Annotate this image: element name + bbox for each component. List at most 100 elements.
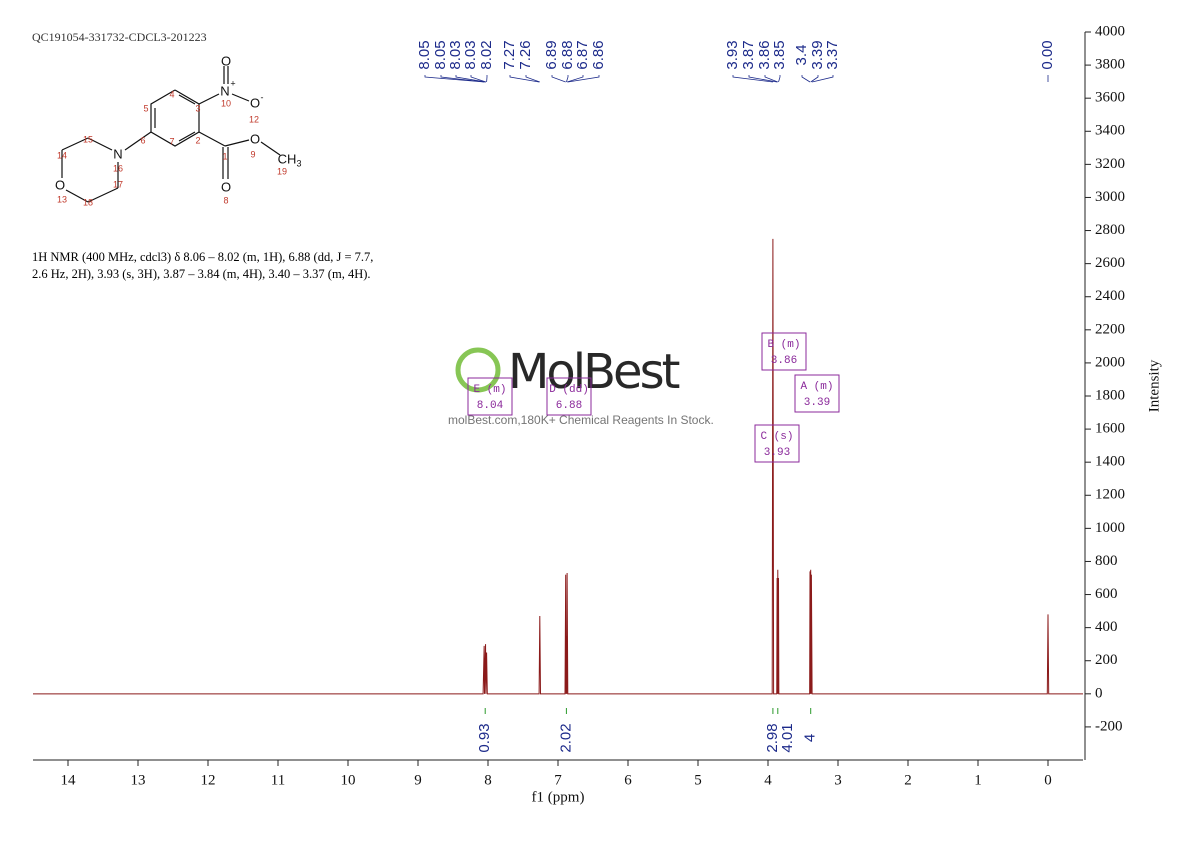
y-tick-label: 1400 <box>1095 454 1125 470</box>
atom-number: 5 <box>143 103 148 113</box>
atom-number: 17 <box>113 179 123 189</box>
bond <box>87 187 119 203</box>
peak-label: 6.88 <box>559 40 576 69</box>
peak-label: 8.03 <box>447 40 464 69</box>
peak-connector <box>470 75 487 83</box>
multiplet-label: C (s) <box>760 431 793 443</box>
atom-number: 12 <box>249 114 259 124</box>
atom-label: 3 <box>296 158 301 168</box>
x-axis-label: f1 (ppm) <box>532 789 585 805</box>
peak-connector <box>812 75 834 83</box>
y-tick-label: 800 <box>1095 553 1118 569</box>
bond <box>124 131 152 151</box>
x-tick-label: 6 <box>624 772 632 788</box>
y-tick-label: 1200 <box>1095 487 1125 503</box>
multiplet-value: 3.86 <box>771 355 797 367</box>
peak-label: 6.86 <box>590 40 607 69</box>
y-tick-label: 4000 <box>1095 23 1125 39</box>
peak-connector <box>748 75 778 83</box>
multiplet-value: 3.39 <box>804 397 830 409</box>
atom-number: 19 <box>277 166 287 176</box>
watermark: MolBest molBest.com,180K+ Chemical Reage… <box>448 344 714 427</box>
multiplet-box <box>754 424 800 463</box>
peak-connector <box>509 75 540 83</box>
integral-label: 0.93 <box>476 723 493 752</box>
peak-label: 8.03 <box>462 40 479 69</box>
y-tick-label: 1000 <box>1095 520 1125 536</box>
watermark-logo: MolBest <box>508 344 680 400</box>
x-tick-label: 9 <box>414 772 422 788</box>
y-tick-label: 400 <box>1095 619 1118 635</box>
bond <box>87 137 113 151</box>
multiplet-box <box>546 377 592 416</box>
multiplet-value: 3.93 <box>764 447 790 459</box>
atom-number: 15 <box>83 134 93 144</box>
x-tick-label: 0 <box>1044 772 1052 788</box>
peak-connector <box>801 75 811 83</box>
peak-label: 8.05 <box>432 40 449 69</box>
atom-label: O <box>221 179 231 194</box>
y-tick-label: 0 <box>1095 685 1103 701</box>
x-tick-label: 11 <box>271 772 285 788</box>
bond <box>231 93 250 102</box>
x-tick-label: 14 <box>61 772 77 788</box>
sample-id: QC191054-331732-CDCL3-201223 <box>32 30 207 44</box>
x-tick-label: 5 <box>694 772 702 788</box>
multiplet-label: A (m) <box>800 381 833 393</box>
peak-label: 3.4 <box>793 45 810 66</box>
multiplet-label: B (m) <box>767 339 800 351</box>
atom-number: 2 <box>195 135 200 145</box>
peak-label: 7.27 <box>501 40 518 69</box>
y-tick-label: 2800 <box>1095 222 1125 238</box>
y-tick-label: 200 <box>1095 652 1118 668</box>
peak-connector <box>567 75 600 83</box>
peak-label: 0.00 <box>1039 40 1056 69</box>
y-tick-label: 2200 <box>1095 321 1125 337</box>
peak-connector <box>732 75 773 83</box>
atom-label: N <box>220 83 229 98</box>
y-tick-label: 1800 <box>1095 387 1125 403</box>
y-tick-label: 2600 <box>1095 255 1125 271</box>
x-tick-label: 13 <box>131 772 146 788</box>
peak-connector <box>455 75 486 83</box>
atom-number: 7 <box>169 136 174 146</box>
atom-label: + <box>230 78 235 88</box>
multiplet-label: E (m) <box>473 384 506 396</box>
bond <box>260 141 281 156</box>
peak-label: 3.37 <box>824 40 841 69</box>
bond <box>198 131 226 147</box>
peak-connector <box>424 75 485 83</box>
x-tick-label: 7 <box>554 772 562 788</box>
multiplet-value: 8.04 <box>477 400 504 412</box>
bond <box>178 131 196 142</box>
multiplet-box <box>794 374 840 413</box>
multiplet-value: 6.88 <box>556 400 582 412</box>
peak-label: 7.26 <box>517 40 534 69</box>
bond <box>61 137 89 151</box>
y-tick-label: 3400 <box>1095 123 1125 139</box>
atom-number: 1 <box>222 151 227 161</box>
atom-label: - <box>261 92 264 102</box>
atom-number: 4 <box>169 89 174 99</box>
x-tick-label: 8 <box>484 772 492 788</box>
atom-number: 3 <box>195 103 200 113</box>
multiplet-label: D (dd) <box>549 384 589 396</box>
peak-connector <box>566 75 569 83</box>
peak-label: 3.93 <box>724 40 741 69</box>
bond <box>224 139 250 147</box>
atom-label: O <box>55 177 65 192</box>
peak-connector <box>551 75 566 83</box>
integral-label: 4 <box>802 734 819 742</box>
x-tick-label: 12 <box>201 772 216 788</box>
multiplet-box <box>761 332 807 371</box>
y-tick-label: 1600 <box>1095 421 1125 437</box>
peak-connector <box>525 75 540 83</box>
y-tick-label: 3800 <box>1095 57 1125 73</box>
atom-number: 10 <box>221 98 231 108</box>
bond <box>150 89 200 147</box>
peak-label: 3.85 <box>771 40 788 69</box>
y-axis-label: Intensity <box>1146 359 1162 412</box>
peak-connector <box>764 75 778 83</box>
